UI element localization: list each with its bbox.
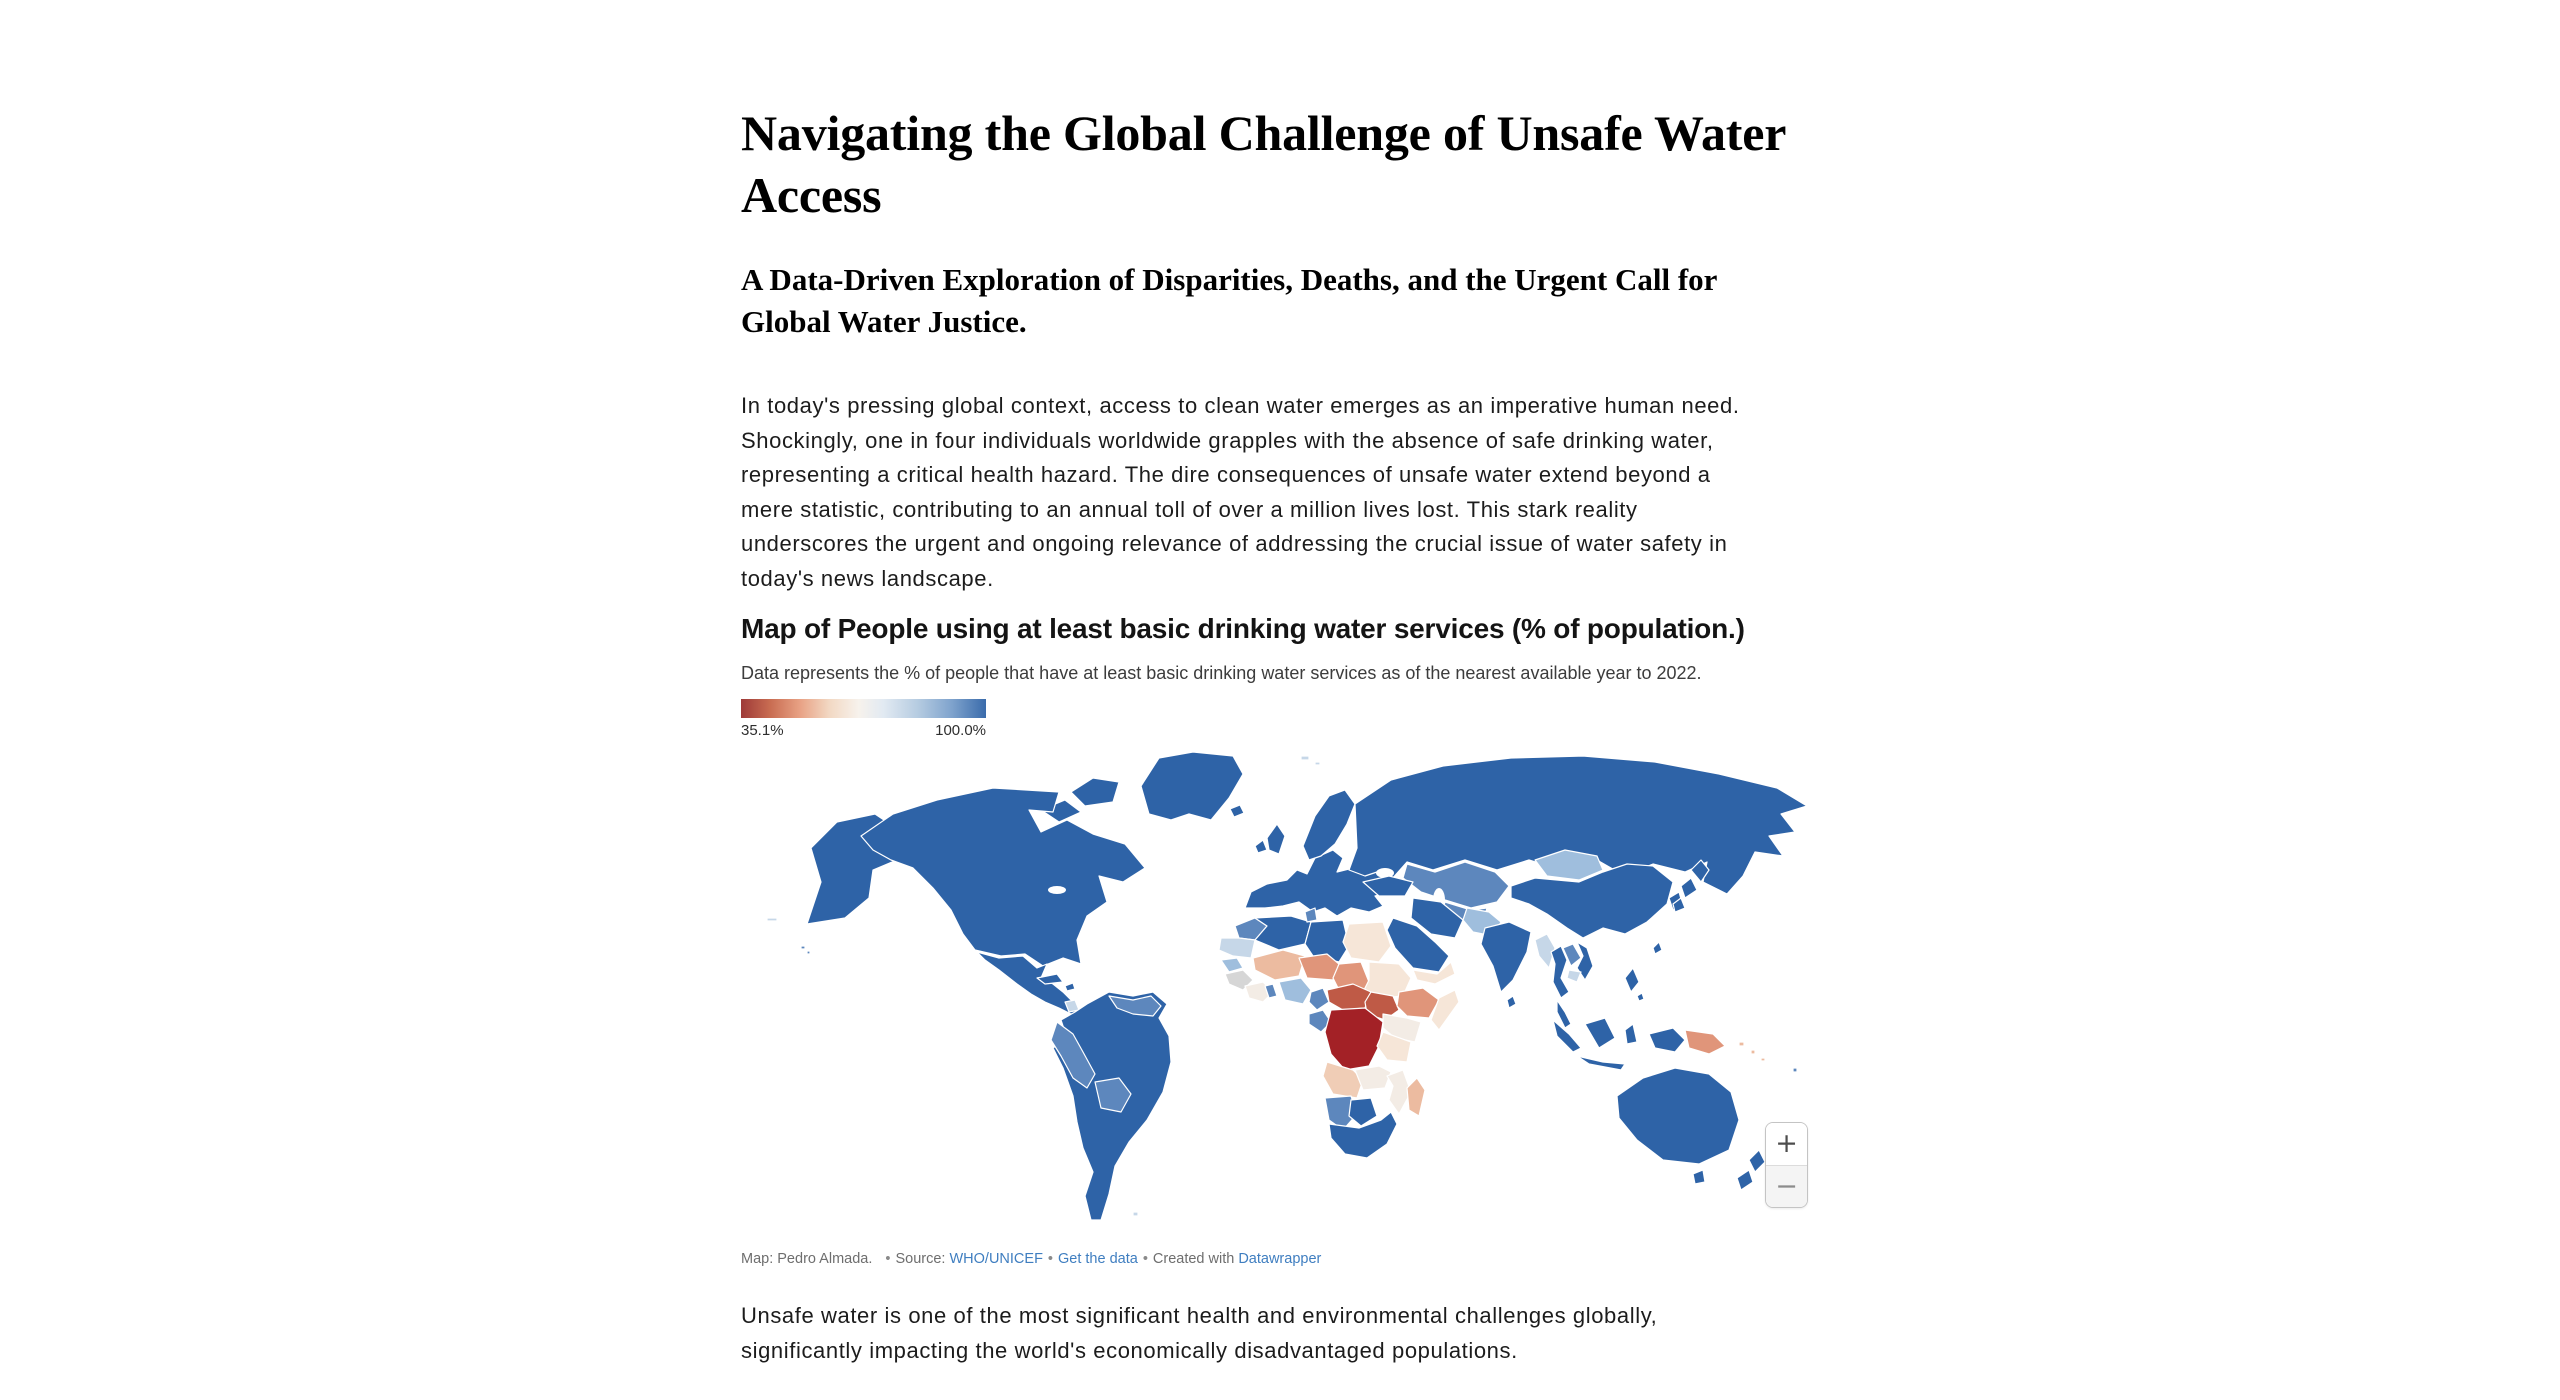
region-arctic-islands-west[interactable] [1040,799,1082,823]
region-madagascar[interactable] [1406,1077,1426,1117]
article-title: Navigating the Global Challenge of Unsaf… [741,105,1786,223]
region-turkey[interactable] [1362,875,1414,897]
article-column: Navigating the Global Challenge of Unsaf… [741,0,1831,1368]
region-borneo[interactable] [1584,1017,1616,1049]
region-iran[interactable] [1410,897,1464,939]
article-subtitle: A Data-Driven Exploration of Disparities… [741,262,1717,339]
region-south-africa[interactable] [1328,1111,1398,1159]
map-byline: Map: Pedro Almada. [741,1251,873,1267]
region-aleutians[interactable] [766,917,778,922]
region-kazakhstan[interactable] [1402,861,1510,909]
region-sulawesi[interactable] [1624,1023,1638,1045]
region-papua-new-guinea[interactable] [1684,1029,1726,1055]
region-malay-peninsula[interactable] [1556,999,1572,1029]
region-angola[interactable] [1322,1061,1364,1099]
region-bolivia[interactable] [1094,1077,1132,1113]
region-greenland[interactable] [1140,751,1244,821]
region-india[interactable] [1480,921,1532,993]
created-with-label: Created with [1152,1251,1235,1267]
region-mozambique-zimbabwe[interactable] [1386,1069,1412,1115]
datawrapper-link[interactable]: Datawrapper [1238,1251,1322,1267]
region-solomon-islands[interactable] [1738,1041,1766,1062]
region-ghana[interactable] [1264,983,1278,999]
region-egypt[interactable] [1342,921,1392,963]
footer-bullet-2: • [1047,1251,1053,1267]
region-cameroon[interactable] [1308,987,1330,1011]
region-hispaniola[interactable] [1064,982,1076,992]
region-arctic-islands-east[interactable] [1070,777,1120,807]
region-mexico-central-america[interactable] [976,951,1082,1015]
region-cambodia[interactable] [1566,969,1582,983]
region-algeria[interactable] [1254,915,1312,951]
source-label: Source: [895,1251,946,1267]
intro-paragraph: In today's pressing global context, acce… [741,393,1740,591]
region-new-zealand[interactable] [1736,1149,1766,1191]
footer-bullet: • [885,1251,891,1267]
region-mauritania-wsahara[interactable] [1218,937,1256,959]
region-senegal[interactable] [1220,957,1244,973]
map-description: Data represents the % of people that hav… [741,663,1702,683]
region-venezuela[interactable] [1108,995,1162,1017]
closing-paragraph: Unsafe water is one of the most signific… [741,1303,1658,1363]
great-lakes [1048,886,1066,894]
region-nigeria[interactable] [1278,977,1312,1005]
region-iceland[interactable] [1229,804,1245,818]
get-data-link[interactable]: Get the data [1058,1251,1138,1267]
region-yemen-oman[interactable] [1412,961,1456,985]
region-svalbard[interactable] [1300,755,1321,766]
legend-max-label: 100.0% [935,722,986,739]
region-dr-congo[interactable] [1324,1007,1384,1071]
region-taiwan[interactable] [1652,941,1663,955]
world-map-svg [766,751,1808,1221]
datawrapper-embed: Map of People using at least basic drink… [741,610,1831,1269]
black-sea [1376,868,1394,878]
region-java[interactable] [1576,1055,1626,1071]
region-scandinavia[interactable] [1302,789,1356,861]
legend-min-label: 35.1% [741,722,784,739]
region-china[interactable] [1510,863,1674,939]
map-title: Map of People using at least basic drink… [741,613,1745,644]
region-falklands[interactable] [1132,1211,1139,1217]
world-choropleth-map: + − [741,750,1811,1222]
zoom-in-button[interactable]: + [1766,1123,1807,1165]
region-west-new-guinea[interactable] [1648,1027,1686,1053]
region-hawaii[interactable] [800,945,811,955]
region-mongolia[interactable] [1534,849,1604,881]
region-australia[interactable] [1616,1067,1740,1165]
map-legend: 35.1% 100.0% [741,699,986,741]
region-vietnam[interactable] [1576,941,1594,981]
map-zoom-controls: + − [1765,1122,1808,1208]
region-philippines[interactable] [1624,967,1645,1002]
source-link[interactable]: WHO/UNICEF [949,1251,1043,1267]
region-sri-lanka[interactable] [1506,995,1517,1009]
region-sumatra[interactable] [1552,1019,1582,1053]
region-canada-usa[interactable] [860,787,1146,967]
map-footer: Map: Pedro Almada. • Source: WHO/UNICEF • Ge… [741,1250,1831,1269]
region-tasmania[interactable] [1692,1169,1706,1185]
region-tunisia[interactable] [1304,907,1318,923]
region-mali[interactable] [1252,949,1306,981]
region-zambia[interactable] [1354,1065,1392,1091]
region-somalia[interactable] [1430,989,1460,1031]
region-ireland[interactable] [1254,839,1268,854]
region-namibia[interactable] [1324,1095,1358,1131]
legend-gradient-bar [741,699,986,718]
region-ethiopia[interactable] [1396,987,1440,1019]
region-japan[interactable] [1672,859,1710,913]
region-peru-ecuador[interactable] [1050,1021,1096,1089]
region-cuba[interactable] [1036,973,1064,985]
region-botswana[interactable] [1348,1097,1378,1127]
region-fiji[interactable] [1792,1067,1798,1073]
region-myanmar[interactable] [1534,933,1556,969]
footer-bullet-3: • [1142,1251,1148,1267]
region-thailand[interactable] [1550,945,1570,999]
region-laos[interactable] [1562,943,1582,967]
region-tanzania[interactable] [1376,1031,1412,1063]
region-libya[interactable] [1304,919,1350,963]
region-uk[interactable] [1266,823,1286,855]
zoom-out-button[interactable]: − [1766,1165,1807,1207]
